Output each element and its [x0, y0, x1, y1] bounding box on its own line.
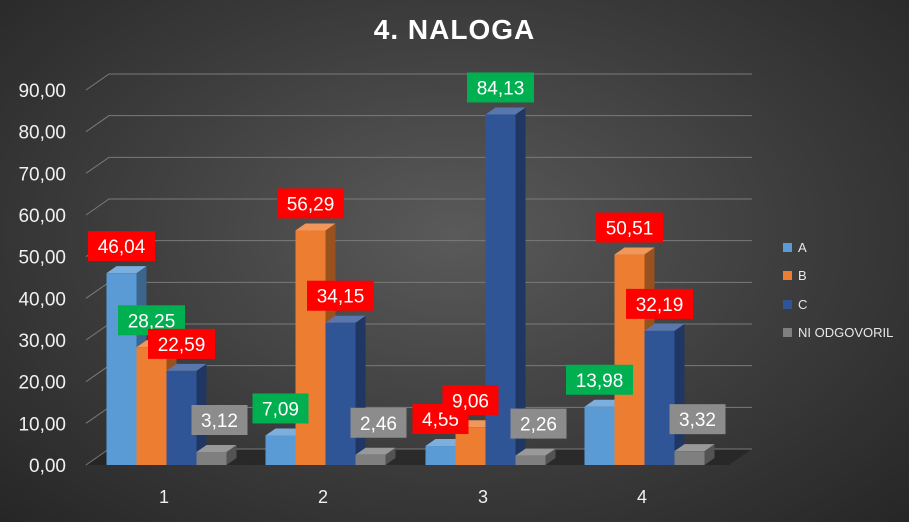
data-label: 56,29	[287, 194, 335, 215]
bar-top	[515, 448, 556, 456]
data-label-box	[669, 404, 726, 435]
legend-item: NI ODGOVORIL	[783, 319, 893, 348]
data-label: 22,59	[158, 335, 206, 356]
data-label-box	[148, 328, 215, 359]
legend-swatch	[783, 242, 792, 252]
gridline	[85, 156, 752, 174]
data-label: 7,09	[262, 399, 299, 420]
data-label-box	[307, 280, 374, 311]
bar	[674, 451, 705, 465]
y-tick-label: 40,00	[18, 289, 66, 310]
legend-swatch	[783, 299, 792, 309]
bar	[644, 330, 675, 465]
bar	[136, 347, 167, 465]
bar-side	[674, 323, 685, 465]
gridline	[85, 115, 752, 133]
bar-top	[166, 363, 207, 371]
legend-swatch	[783, 271, 792, 281]
bar-side	[355, 315, 366, 465]
data-label: 46,04	[98, 237, 146, 258]
legend-label: C	[798, 296, 808, 312]
data-label: 13,98	[576, 371, 624, 392]
data-label-box	[277, 188, 344, 219]
legend-label: NI ODGOVORIL	[798, 325, 894, 341]
y-tick-label: 50,00	[18, 248, 66, 269]
bar-top	[614, 247, 655, 255]
bar-side	[704, 444, 715, 465]
y-tick-label: 30,00	[18, 331, 66, 352]
data-label-box	[442, 385, 499, 416]
gridline	[85, 198, 752, 216]
data-label: 4,55	[422, 410, 459, 431]
data-label: 3,12	[201, 411, 238, 432]
bar-side	[515, 107, 526, 465]
gridline	[85, 73, 752, 91]
bar-side	[545, 448, 556, 465]
data-label-box	[350, 407, 407, 438]
y-tick-label: 90,00	[18, 81, 66, 102]
legend-swatch	[783, 328, 792, 338]
y-tick-label: 20,00	[18, 373, 66, 394]
data-label-box	[626, 288, 693, 319]
legend-label: B	[798, 268, 807, 284]
chart-legend: A B C NI ODGOVORIL	[783, 233, 893, 347]
data-label: 9,06	[452, 391, 489, 412]
bar	[584, 406, 615, 465]
bar-side	[385, 447, 396, 465]
bar	[295, 230, 326, 465]
bar-top	[295, 223, 336, 231]
data-label-box	[566, 364, 633, 395]
bar	[325, 322, 356, 465]
bar	[515, 455, 546, 465]
y-tick-label: 80,00	[18, 123, 66, 144]
bar	[425, 446, 456, 465]
x-tick-label: 3	[478, 487, 488, 507]
y-tick-label: 0,00	[29, 456, 66, 477]
legend-item: C	[783, 290, 893, 319]
bar	[106, 273, 137, 465]
data-label: 3,32	[679, 410, 716, 431]
chart-title: 4. NALOGA	[373, 14, 536, 45]
data-label: 34,15	[317, 287, 365, 308]
bar-top	[644, 323, 685, 331]
legend-item: B	[783, 262, 893, 291]
bar-top	[196, 445, 237, 452]
y-tick-label: 60,00	[18, 206, 66, 227]
data-label: 32,19	[636, 295, 684, 316]
data-label: 84,13	[477, 78, 525, 99]
data-label-box	[88, 231, 155, 262]
bar	[196, 452, 227, 465]
data-label-box	[596, 212, 663, 243]
bar-top	[106, 266, 147, 274]
bar-top	[325, 315, 366, 323]
bar	[614, 254, 645, 465]
data-label-box	[467, 72, 534, 103]
data-label: 28,25	[128, 311, 176, 332]
legend-item: A	[783, 233, 893, 262]
x-tick-label: 1	[159, 487, 169, 507]
bar-top	[674, 444, 715, 452]
data-label-box	[191, 405, 248, 435]
data-label: 2,46	[360, 414, 397, 435]
data-label-box	[510, 408, 567, 439]
x-tick-label: 2	[318, 487, 328, 507]
data-label: 2,26	[520, 415, 557, 436]
x-tick-label: 4	[637, 487, 647, 507]
y-tick-label: 10,00	[18, 414, 66, 435]
bar	[265, 435, 296, 465]
data-label: 50,51	[606, 219, 654, 240]
bar-side	[226, 445, 237, 465]
data-label-box	[252, 393, 309, 424]
bar-top	[355, 447, 396, 455]
y-tick-label: 70,00	[18, 164, 66, 185]
bar-top	[485, 107, 526, 115]
legend-label: A	[798, 239, 807, 255]
bar	[355, 454, 386, 465]
